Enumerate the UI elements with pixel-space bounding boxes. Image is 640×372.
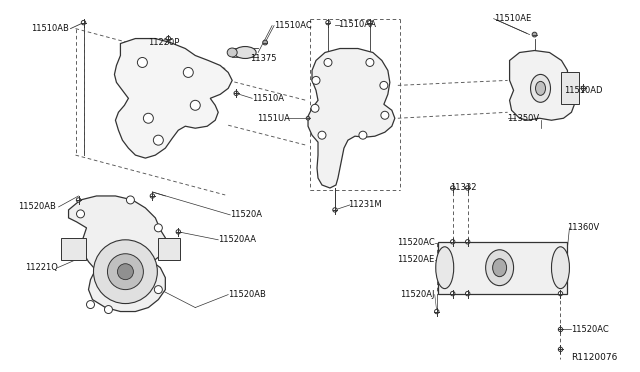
Circle shape — [381, 111, 389, 119]
Circle shape — [333, 208, 337, 212]
Circle shape — [306, 116, 310, 120]
Text: 11520AA: 11520AA — [218, 235, 256, 244]
Text: 11220P: 11220P — [148, 38, 180, 47]
Circle shape — [86, 301, 95, 308]
Text: 11332: 11332 — [450, 183, 476, 192]
Circle shape — [451, 240, 455, 244]
Circle shape — [108, 254, 143, 290]
Circle shape — [324, 58, 332, 67]
Circle shape — [154, 286, 163, 294]
Polygon shape — [68, 196, 165, 311]
Polygon shape — [509, 51, 575, 120]
Text: 11510AA: 11510AA — [338, 20, 376, 29]
Text: 11520A: 11520A — [230, 211, 262, 219]
Text: 11520AE: 11520AE — [397, 255, 435, 264]
Circle shape — [311, 104, 319, 112]
Circle shape — [532, 32, 537, 37]
Text: 11360V: 11360V — [568, 223, 600, 232]
Circle shape — [435, 310, 439, 314]
Circle shape — [465, 291, 470, 296]
Text: 11520AB: 11520AB — [18, 202, 56, 211]
Circle shape — [76, 198, 81, 202]
Circle shape — [326, 20, 330, 25]
Text: 11510AB: 11510AB — [31, 24, 68, 33]
Text: 11375: 11375 — [250, 54, 276, 63]
Circle shape — [465, 186, 470, 190]
Circle shape — [138, 58, 147, 67]
Circle shape — [154, 135, 163, 145]
Circle shape — [190, 100, 200, 110]
Text: 11221Q: 11221Q — [25, 263, 58, 272]
Circle shape — [93, 240, 157, 304]
Text: 11510A: 11510A — [252, 94, 284, 103]
Circle shape — [359, 131, 367, 139]
Ellipse shape — [531, 74, 550, 102]
Text: 11510AE: 11510AE — [493, 14, 531, 23]
Circle shape — [150, 194, 154, 198]
Text: 11520AB: 11520AB — [228, 290, 266, 299]
Circle shape — [81, 20, 86, 25]
Ellipse shape — [552, 247, 570, 289]
Ellipse shape — [234, 46, 256, 58]
Circle shape — [263, 40, 268, 45]
Circle shape — [380, 81, 388, 89]
Circle shape — [154, 224, 163, 232]
Circle shape — [558, 291, 563, 296]
Circle shape — [368, 20, 372, 25]
Circle shape — [234, 91, 238, 96]
Bar — [438, 242, 568, 294]
Text: R1120076: R1120076 — [571, 353, 618, 362]
Text: 11520AJ: 11520AJ — [400, 290, 435, 299]
Bar — [61, 238, 86, 260]
Text: 11520AC: 11520AC — [572, 325, 609, 334]
Text: 11350V: 11350V — [508, 114, 540, 123]
Circle shape — [143, 113, 154, 123]
Circle shape — [451, 291, 455, 296]
Circle shape — [77, 210, 84, 218]
Circle shape — [183, 67, 193, 77]
Ellipse shape — [227, 48, 237, 57]
Circle shape — [558, 327, 563, 332]
Text: 11520AC: 11520AC — [397, 238, 435, 247]
Text: 11510AC: 11510AC — [274, 21, 312, 30]
Bar — [561, 73, 579, 104]
Ellipse shape — [493, 259, 507, 277]
Polygon shape — [115, 39, 232, 158]
Circle shape — [451, 186, 455, 190]
Ellipse shape — [486, 250, 513, 286]
Circle shape — [127, 196, 134, 204]
Circle shape — [366, 58, 374, 67]
Circle shape — [318, 131, 326, 139]
Text: 11231M: 11231M — [348, 201, 381, 209]
Circle shape — [118, 264, 133, 280]
Text: 1151UA: 1151UA — [257, 114, 290, 123]
Circle shape — [176, 230, 180, 234]
Circle shape — [166, 36, 170, 41]
Circle shape — [581, 86, 586, 90]
Polygon shape — [308, 48, 395, 188]
Circle shape — [104, 305, 113, 314]
Ellipse shape — [436, 247, 454, 289]
Ellipse shape — [536, 81, 545, 95]
Circle shape — [312, 76, 320, 84]
Circle shape — [465, 240, 470, 244]
Text: 11510AD: 11510AD — [564, 86, 603, 95]
Circle shape — [558, 347, 563, 352]
Bar — [158, 238, 180, 260]
